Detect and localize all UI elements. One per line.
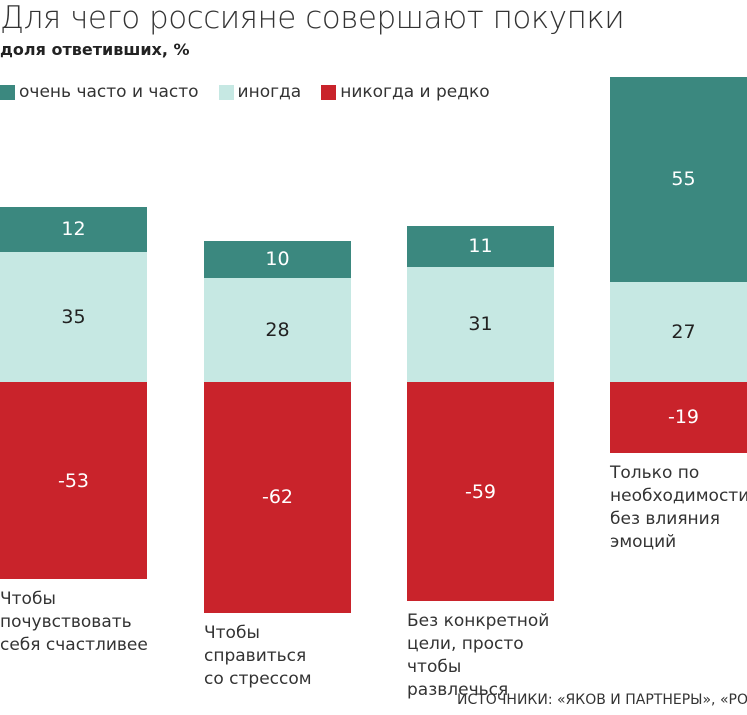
source-note: ИСТОЧНИКИ: «ЯКОВ И ПАРТНЕРЫ», «РОМИР	[457, 692, 747, 708]
bar-segment: -59	[407, 382, 554, 602]
bar-segment: 31	[407, 266, 554, 382]
data-label: 35	[61, 305, 86, 328]
data-label: -53	[57, 469, 90, 492]
chart-subtitle: доля ответивших, %	[0, 40, 190, 59]
data-label: -19	[667, 406, 700, 429]
data-label: -59	[464, 480, 497, 503]
bar-segment: 11	[407, 225, 554, 267]
legend-label: никогда и редко	[340, 82, 490, 102]
data-label: 27	[671, 320, 696, 343]
legend-label: иногда	[237, 82, 302, 102]
legend-item-never: никогда и редко	[321, 82, 490, 102]
legend-swatch	[218, 84, 234, 100]
data-label: 31	[468, 313, 493, 336]
bar-segment: 28	[204, 277, 351, 382]
data-label: 10	[265, 248, 290, 271]
bar-segment: 35	[0, 251, 147, 382]
legend-label: очень часто и часто	[19, 82, 199, 102]
bar-segment: 10	[204, 240, 351, 278]
data-label: 28	[265, 318, 290, 341]
bar-segment: 12	[0, 207, 147, 252]
legend-item-sometimes: иногда	[218, 82, 302, 102]
legend-swatch	[321, 84, 337, 100]
chart-title: Для чего россияне совершают покупки	[0, 0, 625, 36]
category-label: Только по необходимости, без влияния эмо…	[610, 462, 747, 552]
category-label: Чтобы почувствовать себя счастливее	[0, 589, 148, 656]
category-label: Чтобы справиться со стрессом	[204, 622, 312, 689]
data-label: 12	[61, 218, 86, 241]
legend-item-often: очень часто и часто	[0, 82, 199, 102]
bar-segment: -62	[204, 382, 351, 613]
data-label: 11	[468, 235, 493, 258]
bar-segment: 27	[610, 281, 747, 382]
category-label: Без конкретной цели, просто чтобы развле…	[407, 611, 550, 701]
legend-swatch	[0, 84, 15, 100]
bar-segment: -53	[0, 382, 147, 580]
legend: очень часто и часто иногда никогда и ред…	[0, 82, 490, 102]
data-label: -62	[261, 486, 294, 509]
data-label: 55	[671, 168, 696, 191]
bar-segment: -19	[610, 382, 747, 453]
bar-segment: 55	[610, 76, 747, 282]
